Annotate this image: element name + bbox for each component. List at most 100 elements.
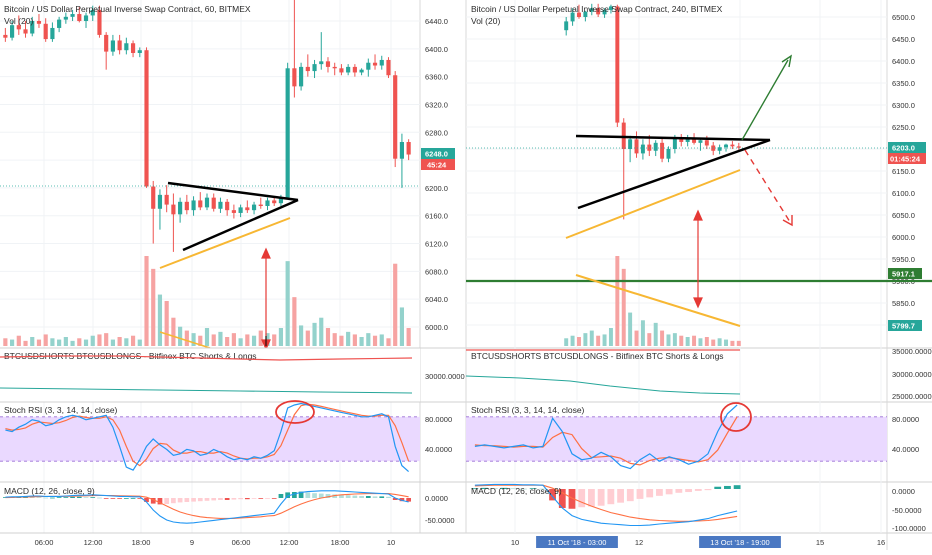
time-tick-label: 12:00 — [280, 538, 299, 547]
macd-histogram-bar — [332, 494, 338, 498]
volume-bar — [171, 317, 176, 346]
candle-body — [178, 201, 183, 215]
volume-bar — [589, 330, 594, 346]
right-triangle-upper-line — [575, 134, 771, 142]
candle-body — [359, 69, 364, 73]
macd-histogram-bar — [656, 489, 663, 496]
candle-body — [23, 29, 28, 34]
volume-bar — [379, 334, 384, 346]
macd-histogram-bar — [171, 498, 176, 504]
volume-bar — [372, 335, 378, 346]
volume-bar — [312, 322, 317, 346]
left-triangle-lower-line — [182, 198, 299, 252]
macd-histogram-bar — [529, 488, 537, 490]
candle-body — [570, 12, 575, 22]
svg-text:5917.1: 5917.1 — [892, 270, 915, 279]
candle-body — [258, 204, 263, 206]
left-macd-tick-neg50: -50.0000 — [425, 516, 455, 525]
right-triangle-lower-line — [577, 138, 771, 210]
right-current-price-tag: 6203.0 01:45:24 — [888, 142, 926, 164]
macd-histogram-bar — [150, 498, 156, 504]
macd-signal-line — [5, 493, 409, 519]
volume-bar — [57, 339, 62, 346]
rsi-k-line — [474, 404, 738, 470]
volume-bar — [672, 333, 677, 346]
volume-bar — [621, 268, 626, 346]
macd-histogram-bar — [29, 496, 35, 498]
macd-histogram-bar — [359, 496, 364, 498]
candle-body — [615, 6, 620, 123]
volume-bar — [647, 333, 652, 346]
rsi-k-line — [5, 402, 410, 473]
candle-body — [717, 147, 722, 151]
candle-body — [653, 142, 658, 151]
macd-histogram-bar — [83, 497, 89, 498]
left-main-pane — [0, 0, 420, 348]
right-rsi-circle — [720, 402, 752, 432]
volume-bar — [685, 337, 690, 346]
macd-histogram-bar — [386, 496, 391, 498]
volume-bar — [615, 256, 620, 346]
left-current-price-tag: 6248.0 45:24 — [421, 148, 455, 170]
volume-bar — [724, 339, 728, 346]
left-chart-title: Bitcoin / US Dollar Perpetual Inverse Sw… — [4, 4, 251, 14]
left-volume-bars — [3, 256, 411, 346]
volume-bar — [346, 331, 351, 346]
right-shorts-tick-25000: 25000.0000 — [892, 392, 932, 401]
rsi-band — [466, 416, 887, 462]
left-macd-tick-0: 0.0000 — [425, 494, 448, 503]
candle-body — [608, 6, 613, 10]
candle-body — [640, 144, 645, 154]
macd-histogram-bar — [520, 488, 527, 490]
volume-bar — [130, 335, 136, 346]
left-triangle-upper-line — [167, 181, 299, 202]
volume-bar — [110, 339, 115, 346]
candle-body — [77, 14, 82, 21]
macd-histogram-bar — [251, 498, 257, 499]
candle-body — [3, 34, 8, 38]
macd-histogram-bar — [379, 496, 385, 498]
price-tick-label: 5850.0 — [892, 299, 915, 308]
svg-text:6203.0: 6203.0 — [892, 144, 915, 153]
left-orange-volume-line — [159, 331, 211, 349]
time-tag-bg — [699, 536, 781, 548]
macd-histogram-bar — [500, 487, 508, 489]
price-tick-label: 6040.0 — [425, 295, 448, 304]
price-tick-label: 6000.0 — [425, 323, 448, 332]
volume-bar — [698, 338, 703, 346]
candle-body — [191, 200, 196, 211]
volume-bar — [184, 330, 189, 346]
candle-body — [399, 142, 405, 159]
time-tick-label: 06:00 — [232, 538, 251, 547]
right-green-breakout-arrow — [741, 54, 792, 141]
left-candles — [3, 0, 411, 252]
candle-body — [225, 201, 230, 211]
right-volume-bars — [564, 256, 741, 346]
macd-histogram-bar — [704, 489, 712, 491]
candle-body — [666, 149, 671, 159]
left-macd — [3, 490, 411, 524]
candle-body — [393, 75, 398, 159]
candle-body — [164, 194, 169, 205]
candle-body — [704, 140, 709, 146]
right-shorts-longs-label: BTCUSDSHORTS BTCUSDLONGS - Bitfinex BTC … — [471, 351, 724, 361]
candle-body — [577, 12, 581, 17]
candle-body — [564, 21, 569, 31]
left-price-axis: 6440.06400.06360.06320.06280.06240.06200… — [425, 17, 448, 332]
time-tick-label: 16 — [877, 538, 885, 547]
price-tick-label: 6450.0 — [892, 35, 915, 44]
macd-histogram-bar — [318, 493, 324, 498]
volume-bar — [653, 322, 658, 346]
volume-bar — [366, 333, 371, 346]
macd-histogram-bar — [285, 492, 291, 498]
volume-bar — [272, 334, 277, 346]
volume-bar — [704, 337, 709, 346]
volume-bar — [238, 338, 243, 346]
volume-bar — [692, 335, 697, 346]
macd-histogram-bar — [292, 492, 297, 498]
svg-text:6248.0: 6248.0 — [425, 150, 448, 159]
price-tick-label: 6360.0 — [425, 73, 448, 82]
left-longs-line — [0, 387, 413, 394]
candle-body — [589, 8, 594, 12]
candle-body — [628, 139, 633, 149]
